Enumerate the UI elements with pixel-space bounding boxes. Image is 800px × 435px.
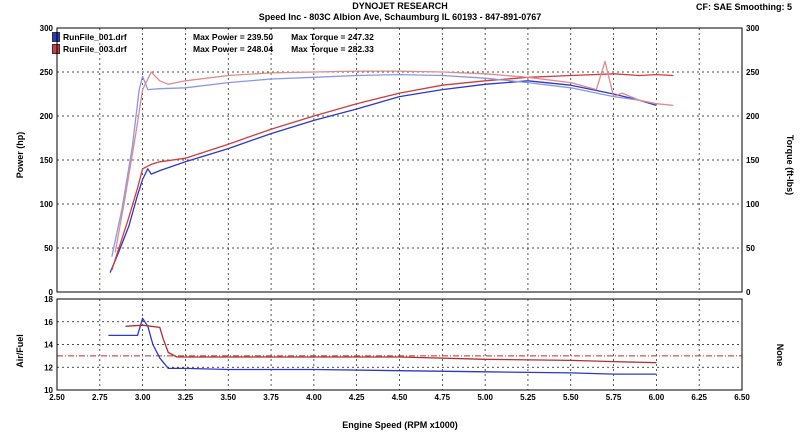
legend-torque-run1: 247.32: [347, 32, 374, 42]
legend-power-run1: 239.50: [247, 32, 274, 42]
x-tick-label: 4.00: [306, 393, 322, 402]
y-tick-label: 14: [44, 341, 53, 350]
legend-power-label-run1: Max Power =: [193, 32, 245, 42]
y-tick-label: 200: [40, 112, 54, 121]
legend-torque-run3: 282.33: [347, 44, 374, 54]
x-tick-label: 5.75: [606, 393, 622, 402]
x-tick-label: 4.75: [435, 393, 451, 402]
torque-series-3: [114, 60, 674, 253]
y2-tick-label: 100: [746, 200, 760, 209]
y2-tick-label: 50: [746, 244, 755, 253]
legend-torque-label-run3: Max Torque =: [291, 44, 346, 54]
chart-title: DYNOJET RESEARCH: [352, 1, 448, 11]
y-tick-label: 100: [40, 200, 54, 209]
y-tick-label: 12: [44, 363, 53, 372]
power-torque-plot: 0 0 50 50 100 100 150 150 200 200 250 250 300 300: [40, 24, 760, 297]
x-tick-label: 3.75: [263, 393, 279, 402]
x-tick-label: 6.25: [691, 393, 707, 402]
y-tick-label: 10: [44, 386, 53, 395]
y-tick-label: 300: [40, 24, 54, 33]
x-tick-label: 3.25: [178, 393, 194, 402]
x-tick-label: 5.00: [477, 393, 493, 402]
y-tick-label: 18: [44, 295, 53, 304]
legend-entry-run1: RunFile_001.drf Max Power = 239.50 Max T…: [52, 31, 374, 43]
power-torque-frame: [56, 27, 743, 293]
x-tick-label: 2.50: [49, 393, 65, 402]
y2-tick-label: 200: [746, 112, 760, 121]
y-tick-label: 16: [44, 318, 53, 327]
y2-tick-label: 0: [746, 288, 751, 297]
chart-subtitle: Speed Inc - 803C Albion Ave, Schaumburg …: [258, 12, 542, 22]
y2-tick-label: 300: [746, 24, 760, 33]
legend-file-run1: RunFile_001.drf: [63, 32, 127, 42]
air_fuel-series-1: [125, 324, 657, 364]
x-tick-label: 2.75: [92, 393, 108, 402]
x-tick-label: 4.25: [349, 393, 365, 402]
x-tick-label: 5.25: [520, 393, 536, 402]
y2-tick-label: 150: [746, 156, 760, 165]
x-tick-label: 5.50: [563, 393, 579, 402]
legend-swatch-run3: [52, 44, 60, 54]
air-fuel-frame: [56, 298, 743, 391]
legend-swatch-run1: [52, 32, 60, 42]
legend-entry-run3: RunFile_003.drf Max Power = 248.04 Max T…: [52, 43, 374, 55]
air_fuel-series-0: [108, 317, 657, 375]
torque-series-2: [111, 73, 657, 257]
x-tick-label: 4.50: [392, 393, 408, 402]
x-tick-label: 6.50: [734, 393, 750, 402]
legend-power-label-run3: Max Power =: [193, 44, 245, 54]
air-fuel-plot: 2.50 2.75 3.00 3.25 3.50 3.75 4.00 4.25 4.50 4.75…: [44, 295, 750, 402]
legend-torque-label-run1: Max Torque =: [291, 32, 346, 42]
x-tick-label: 3.50: [220, 393, 236, 402]
power-series-0: [109, 80, 657, 273]
legend: RunFile_001.drf Max Power = 239.50 Max T…: [52, 31, 374, 55]
y-tick-label: 150: [40, 156, 54, 165]
x-axis-label: Engine Speed (RPM x1000): [342, 420, 458, 430]
legend-file-run3: RunFile_003.drf: [63, 44, 127, 54]
y-tick-label: 250: [40, 68, 54, 77]
y-tick-label: 0: [49, 288, 54, 297]
correction-factor-label: CF: SAE Smoothing: 5: [696, 2, 792, 12]
y2-tick-label: 250: [746, 68, 760, 77]
x-tick-label: 3.00: [135, 393, 151, 402]
power-series-1: [111, 73, 674, 271]
legend-power-run3: 248.04: [247, 44, 274, 54]
y-tick-label: 50: [44, 244, 53, 253]
x-tick-label: 6.00: [649, 393, 665, 402]
